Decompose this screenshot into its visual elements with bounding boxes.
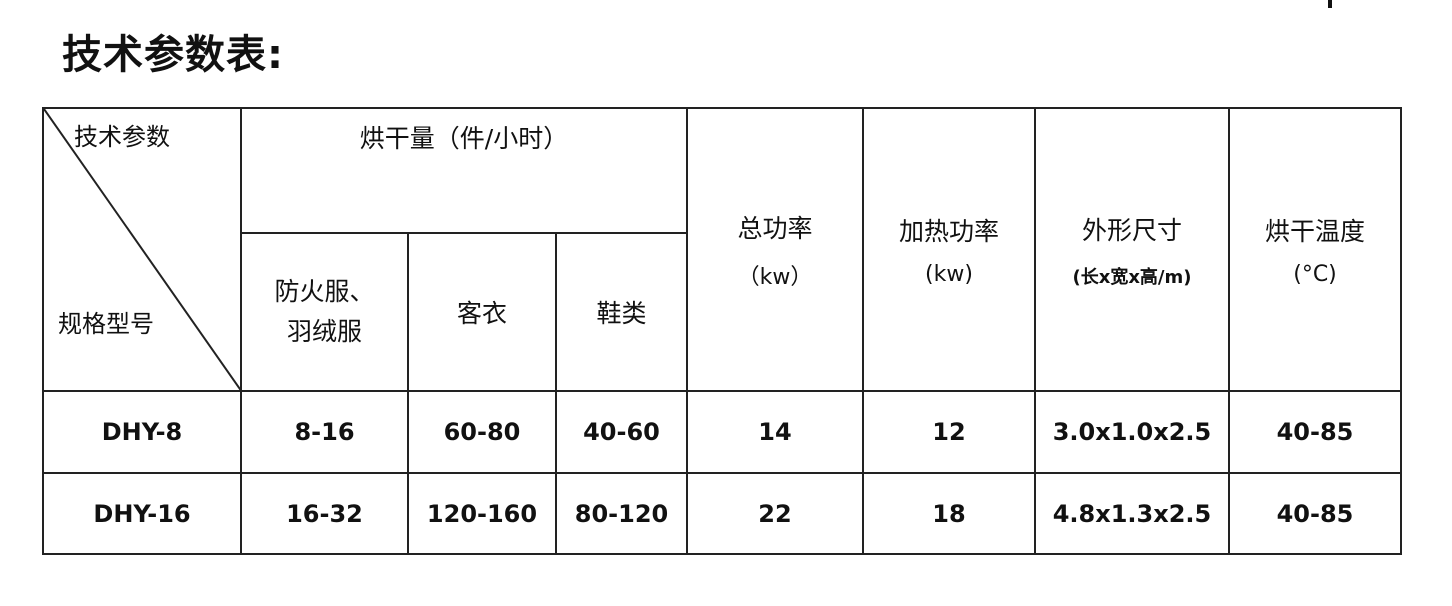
dimensions-cell: 4.8x1.3x2.5 — [1034, 472, 1230, 555]
dimensions-header: 外形尺寸 (长x宽x高/m) — [1034, 107, 1230, 392]
corner-cell: 技术参数 规格型号 — [42, 107, 242, 392]
table-row: DHY-16 16-32 120-160 80-120 22 18 4.8x1.… — [42, 472, 1402, 555]
total-power-header: 总功率 （kw） — [686, 107, 864, 392]
capacity-sub-shoes: 鞋类 — [555, 232, 688, 392]
capacity-protective-cell: 8-16 — [240, 390, 409, 474]
heating-power-header: 加热功率 (kw) — [862, 107, 1036, 392]
table-row: DHY-8 8-16 60-80 40-60 14 12 3.0x1.0x2.5… — [42, 390, 1402, 474]
dry-temp-label: 烘干温度 — [1264, 217, 1365, 246]
edge-mark — [1328, 0, 1332, 8]
capacity-guest-cell: 120-160 — [407, 472, 557, 555]
dimensions-label: 外形尺寸 — [1081, 215, 1182, 245]
capacity-protective-cell: 16-32 — [240, 472, 409, 555]
capacity-sub-protective: 防火服、羽绒服 — [240, 232, 409, 392]
dry-temp-unit: (°C) — [1293, 262, 1337, 287]
dimensions-cell: 3.0x1.0x2.5 — [1034, 390, 1230, 474]
total-power-label: 总功率 — [737, 213, 813, 243]
model-cell: DHY-16 — [42, 472, 242, 555]
diagonal-line — [44, 109, 242, 392]
corner-bottom-label: 规格型号 — [58, 310, 154, 338]
corner-top-label: 技术参数 — [74, 123, 170, 151]
capacity-shoes-cell: 80-120 — [555, 472, 688, 555]
dry-temp-cell: 40-85 — [1228, 390, 1402, 474]
heating-power-cell: 18 — [862, 472, 1036, 555]
heating-power-unit: (kw) — [925, 262, 973, 287]
total-power-cell: 22 — [686, 472, 864, 555]
capacity-shoes-cell: 40-60 — [555, 390, 688, 474]
total-power-cell: 14 — [686, 390, 864, 474]
spec-table: 技术参数 规格型号 烘干量（件/小时） 总功率 （kw） 加热功率 (kw) 外形尺… — [42, 107, 1402, 555]
model-cell: DHY-8 — [42, 390, 242, 474]
heating-power-cell: 12 — [862, 390, 1036, 474]
heating-power-label: 加热功率 — [898, 217, 999, 246]
dimensions-unit: (长x宽x高/m) — [1072, 266, 1192, 288]
capacity-guest-cell: 60-80 — [407, 390, 557, 474]
total-power-unit: （kw） — [737, 264, 813, 290]
capacity-sub-guest: 客衣 — [407, 232, 557, 392]
page-title: 技术参数表: — [62, 32, 284, 78]
dry-temp-header: 烘干温度 (°C) — [1228, 107, 1402, 392]
capacity-sub-protective-label: 防火服、羽绒服 — [274, 277, 375, 346]
dry-temp-cell: 40-85 — [1228, 472, 1402, 555]
capacity-header: 烘干量（件/小时） — [240, 107, 688, 234]
